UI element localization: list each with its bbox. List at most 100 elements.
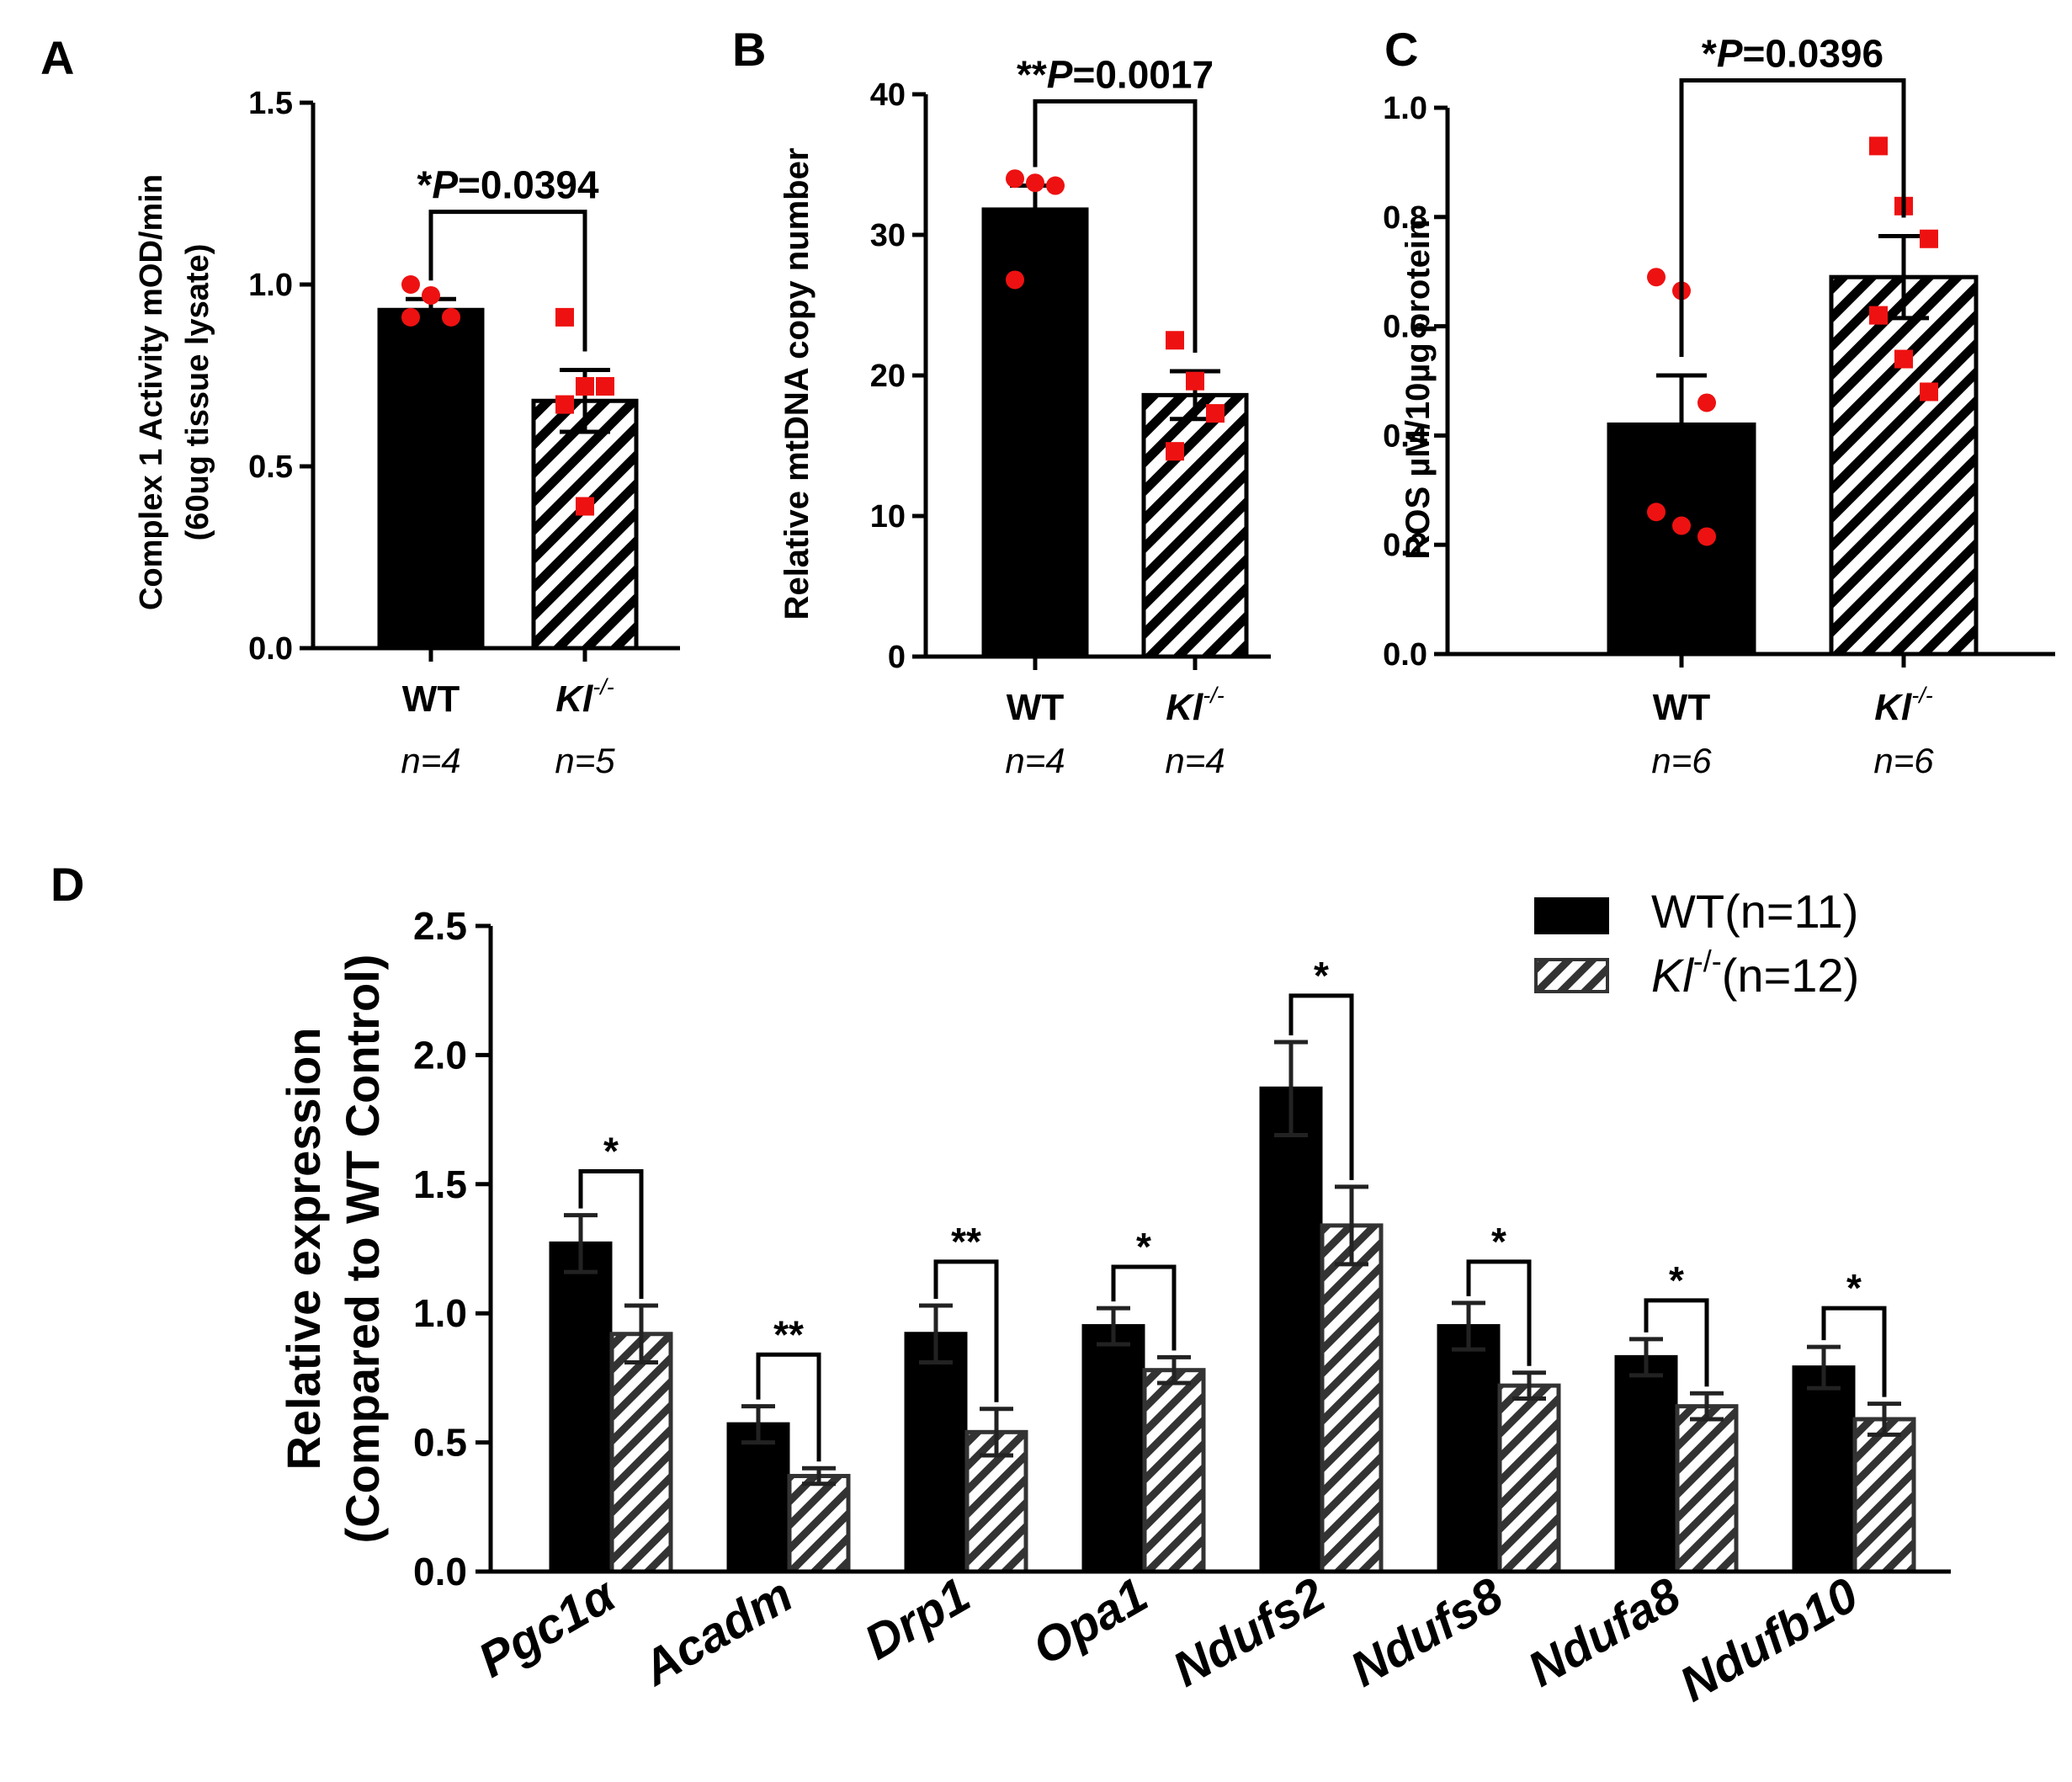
x-category-label: Kl-/- xyxy=(555,674,614,720)
significance-bracket xyxy=(428,210,587,352)
bar-d-kl xyxy=(1320,1223,1384,1574)
x-category-label: Kl-/- xyxy=(1166,683,1224,728)
bar-d-wt xyxy=(1792,1365,1856,1574)
bar-b-kl xyxy=(1141,392,1249,659)
legend-label-wt: WT(n=11) xyxy=(1651,885,1858,938)
bar-d-kl xyxy=(609,1332,673,1574)
significance-stars: ** xyxy=(773,1312,804,1356)
significance-bracket xyxy=(1821,1306,1887,1397)
y-tick-label: 1.5 xyxy=(248,86,293,121)
significance-stars: * xyxy=(603,1129,619,1173)
n-label: n=4 xyxy=(401,741,460,780)
panel-label-c: C xyxy=(1384,23,1418,76)
significance-bracket xyxy=(578,1168,644,1299)
y-tick-label: 30 xyxy=(870,218,906,253)
significance-label: *P=0.0396 xyxy=(1702,32,1883,76)
data-point-kl xyxy=(576,497,594,516)
bar-d-wt xyxy=(1081,1324,1145,1574)
data-point-wt xyxy=(1006,270,1024,290)
panel-c-chart: WT n=6 Kl-/- n=6 0.0 0.2 0.4 0.6 0.8 1.0 ROS µM/10… xyxy=(1383,32,2055,780)
y-tick-label: 0.5 xyxy=(248,449,293,485)
legend-swatch-kl xyxy=(1534,958,1609,993)
data-point-kl xyxy=(555,395,574,414)
significance-bracket xyxy=(1679,78,1906,358)
bar-d-wt xyxy=(1437,1324,1501,1574)
y-tick-label: 1.0 xyxy=(413,1291,467,1335)
data-point-wt xyxy=(1026,173,1044,193)
n-label: n=6 xyxy=(1651,741,1712,780)
x-category-label: Acadm xyxy=(632,1567,802,1697)
panel-d-chart: * Pgc1α ** Acadm ** Drp1 * Opa1 * Ndufs2 * Ndufs8 * N… xyxy=(277,885,1951,1712)
significance-bracket xyxy=(1111,1264,1177,1351)
bar-d-kl xyxy=(1142,1368,1206,1574)
bar-d-wt xyxy=(1614,1354,1678,1574)
data-point-kl xyxy=(1869,306,1888,325)
data-point-kl xyxy=(1920,382,1938,402)
y-tick-label: 10 xyxy=(870,499,906,535)
x-category-label: Ndufs2 xyxy=(1164,1567,1335,1698)
x-category-label: WT xyxy=(402,678,460,720)
data-point-kl xyxy=(576,376,594,396)
data-point-wt xyxy=(1672,516,1691,535)
data-point-kl xyxy=(1166,442,1184,461)
data-point-wt xyxy=(401,275,420,294)
x-category-label: WT xyxy=(1007,687,1065,728)
y-tick-label: 0.6 xyxy=(1383,310,1427,345)
y-tick-label: 20 xyxy=(870,359,906,394)
x-category-label: Ndufb10 xyxy=(1671,1567,1867,1712)
y-axis-label: Complex 1 Activity mOD/min xyxy=(134,174,169,610)
y-tick-label: 0.0 xyxy=(413,1550,467,1593)
legend-swatch-wt xyxy=(1534,897,1609,934)
bar-d-kl xyxy=(1675,1404,1739,1574)
y-tick-label: 1.5 xyxy=(413,1162,467,1206)
y-tick-label: 0.0 xyxy=(1383,637,1427,673)
y-axis-label: (Compared to WT Control) xyxy=(336,955,389,1544)
panel-a-chart: WT n=4 Kl-/- n=5 0.0 0.5 1.0 1.5 Complex 1 Activ… xyxy=(134,86,680,780)
x-category-label: Opa1 xyxy=(1023,1567,1156,1676)
bar-d-wt xyxy=(1259,1086,1323,1574)
n-label: n=4 xyxy=(1165,741,1225,780)
data-point-wt xyxy=(1647,268,1666,287)
data-point-kl xyxy=(555,307,574,327)
data-point-wt xyxy=(1697,527,1716,546)
y-axis-label: Relative mtDNA copy number xyxy=(778,148,816,620)
significance-stars: * xyxy=(1314,954,1329,997)
bar-b-wt xyxy=(981,207,1089,659)
x-category-label: Kl-/- xyxy=(1874,683,1932,728)
significance-bracket xyxy=(756,1352,821,1462)
data-point-wt xyxy=(401,307,420,327)
data-point-kl xyxy=(1869,136,1888,156)
significance-bracket xyxy=(1644,1298,1709,1387)
panel-label-a: A xyxy=(40,31,74,84)
data-point-kl xyxy=(1894,349,1913,369)
bar-a-kl xyxy=(531,398,639,651)
n-label: n=6 xyxy=(1873,741,1934,780)
bar-d-kl xyxy=(1852,1417,1916,1574)
data-point-kl xyxy=(1166,331,1184,350)
panel-b-chart: WT n=4 Kl-/- n=4 0 10 20 30 40 Relative mtDNA cop… xyxy=(778,52,1271,780)
significance-stars: ** xyxy=(951,1220,981,1263)
x-category-label: Pgc1α xyxy=(470,1567,625,1689)
y-tick-label: 0 xyxy=(888,640,906,675)
data-point-kl xyxy=(596,376,614,396)
significance-stars: * xyxy=(1669,1258,1684,1302)
y-tick-label: 1.0 xyxy=(1383,91,1427,126)
y-tick-label: 0.4 xyxy=(1383,418,1427,454)
x-category-label: Ndufa8 xyxy=(1519,1567,1690,1698)
panel-label-d: D xyxy=(50,858,84,911)
data-point-wt xyxy=(1697,393,1716,412)
y-tick-label: 40 xyxy=(870,77,906,113)
y-axis-label: (60ug tissue lysate) xyxy=(180,244,215,541)
x-category-label: Drp1 xyxy=(856,1567,980,1670)
bar-d-kl xyxy=(787,1473,851,1574)
panel-label-b: B xyxy=(732,23,766,76)
y-axis-label: Relative expression xyxy=(277,1027,330,1470)
significance-label: **P=0.0017 xyxy=(1017,52,1214,96)
bar-d-kl xyxy=(1497,1383,1561,1574)
data-point-kl xyxy=(1186,371,1204,391)
y-tick-label: 0.0 xyxy=(248,631,293,667)
n-label: n=5 xyxy=(555,741,615,780)
significance-bracket xyxy=(933,1259,999,1402)
significance-bracket xyxy=(1033,98,1198,353)
